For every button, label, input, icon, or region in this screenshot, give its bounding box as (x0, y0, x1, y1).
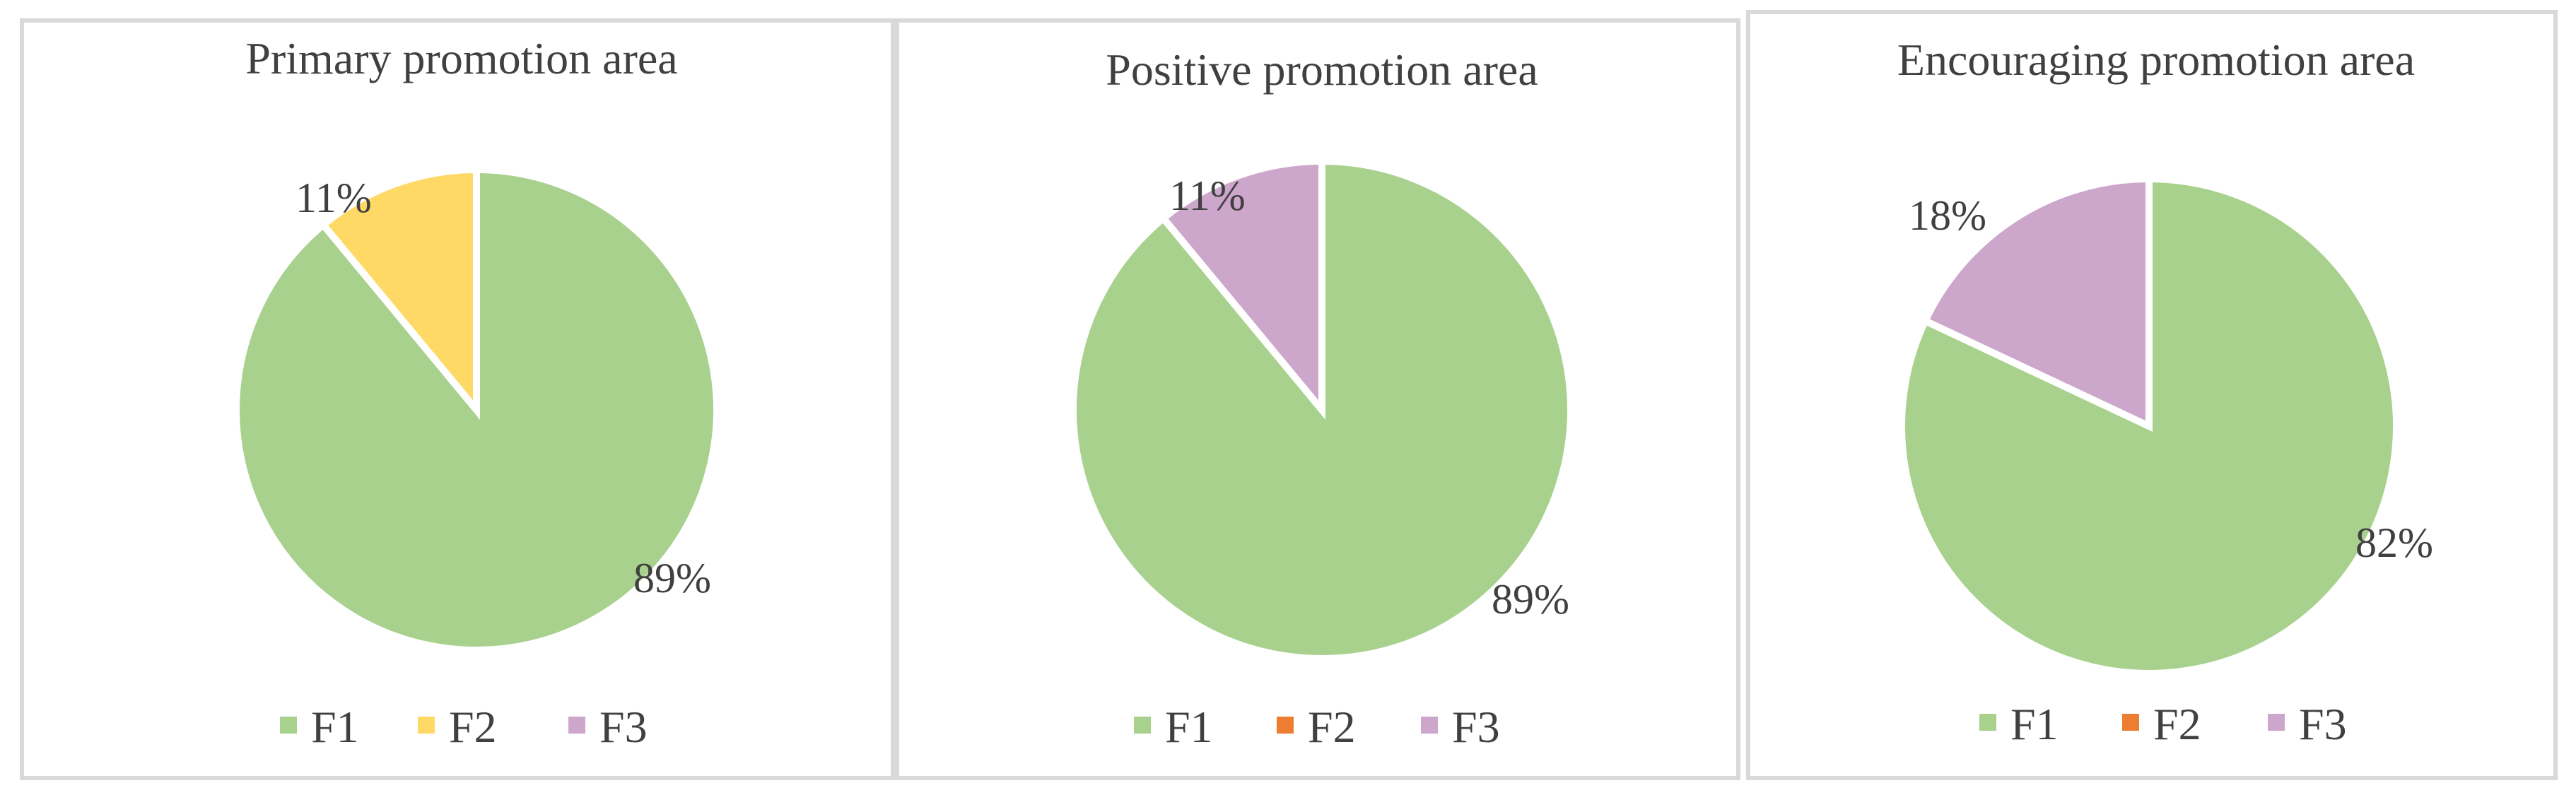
legend-swatch-f1 (1979, 714, 1996, 731)
pie-slice-f1 (1898, 175, 2400, 677)
legend-swatch-f1 (1134, 717, 1151, 734)
data-label-f3: 18% (1909, 192, 1986, 239)
legend-swatch-f1 (280, 717, 297, 734)
legend-label-f3: F3 (599, 702, 648, 752)
chart-panel-primary: Primary promotion area 89% 11% F1 F2 F3 (20, 18, 895, 780)
data-label-f1: 89% (633, 555, 711, 601)
chart-panel-positive: Positive promotion area 89% 11% F1 F2 F3 (895, 18, 1740, 780)
chart-title-encouraging: Encouraging promotion area (1897, 35, 2415, 85)
chart-panel-encouraging: Encouraging promotion area 82% 18% F1 F2 F3 (1746, 10, 2558, 780)
pie-slice-f3 (1920, 175, 2153, 432)
chart-svg-primary: Primary promotion area 89% 11% F1 F2 F3 (233, 33, 720, 752)
data-label-f1: 89% (1492, 576, 1569, 623)
legend-label-f2: F2 (1308, 702, 1356, 752)
legend-swatch-f3 (1421, 717, 1438, 734)
legend-label-f3: F3 (1452, 702, 1500, 752)
legend-label-f2: F2 (2153, 699, 2201, 749)
chart-title-primary: Primary promotion area (245, 33, 677, 83)
data-label-f2: 11% (295, 175, 372, 221)
data-label-f1: 82% (2355, 519, 2433, 566)
legend-label-f1: F1 (311, 702, 359, 752)
chart-svg-positive: Positive promotion area 89% 11% F1 F2 F3 (1070, 45, 1574, 752)
chart-svg-encouraging: Encouraging promotion area 82% 18% F1 F2 F3 (1897, 35, 2433, 749)
data-label-f3: 11% (1169, 172, 1246, 219)
pie-slice-f3 (1158, 157, 1325, 420)
legend-swatch-f2 (2122, 714, 2139, 731)
legend-swatch-f3 (2268, 714, 2285, 731)
legend-label-f1: F1 (2010, 699, 2059, 749)
legend-label-f1: F1 (1165, 702, 1213, 752)
legend-label-f2: F2 (449, 702, 497, 752)
pie-slice-f2 (318, 165, 480, 420)
legend-label-f3: F3 (2299, 699, 2347, 749)
chart-title-positive: Positive promotion area (1106, 45, 1538, 95)
legend-swatch-f2 (1277, 717, 1294, 734)
legend-swatch-f3 (568, 717, 585, 734)
legend-swatch-f2 (418, 717, 435, 734)
